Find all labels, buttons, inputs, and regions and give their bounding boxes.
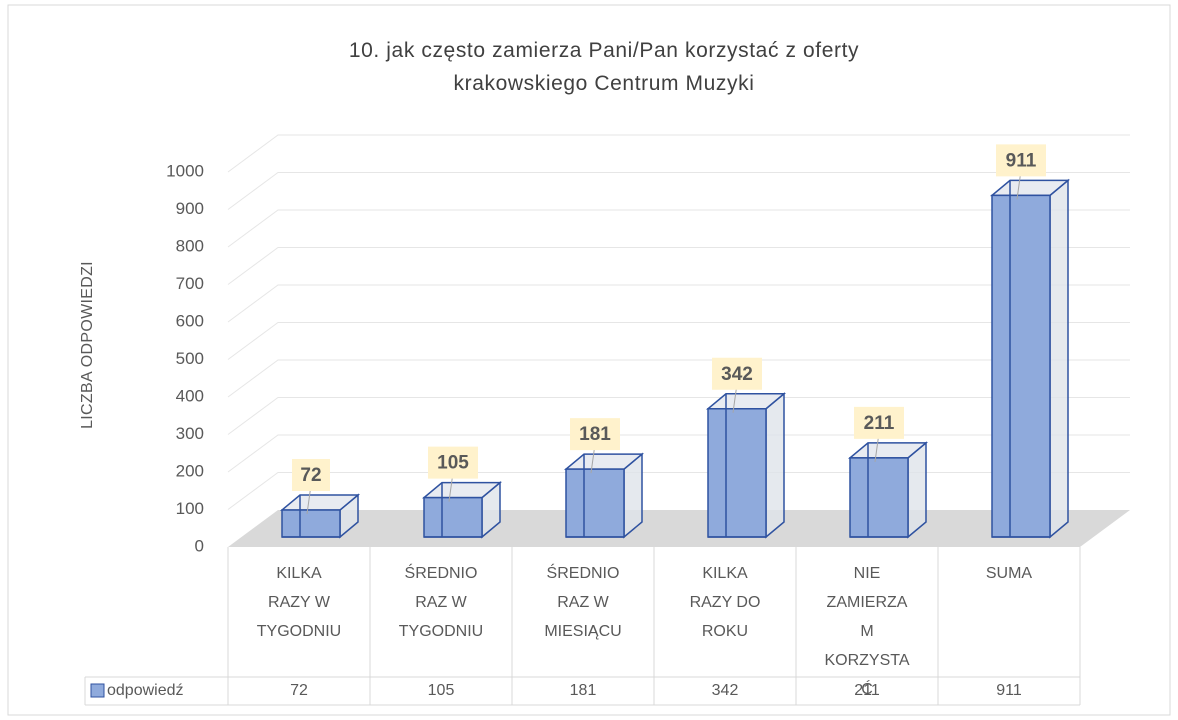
- y-tick-label: 0: [195, 536, 204, 555]
- chart-border: [7, 4, 1171, 716]
- y-tick-label: 600: [176, 311, 204, 330]
- bar-side: [907, 441, 927, 539]
- bar: [563, 452, 645, 539]
- table-value: 72: [290, 682, 308, 699]
- grid-line: [227, 322, 1130, 360]
- bar: [847, 441, 929, 539]
- grid-line: [227, 172, 1130, 210]
- bar-front: [707, 408, 767, 538]
- grid-line: [227, 434, 1130, 473]
- data-label: 181: [579, 424, 611, 445]
- legend-label: odpowiedź: [107, 682, 184, 699]
- table-value: 105: [427, 682, 455, 699]
- x-tick-label: ŚREDNIO RAZ W MIESIĄCU: [544, 565, 622, 640]
- bar: [279, 493, 361, 539]
- grid-line: [227, 247, 1130, 285]
- bar-side: [765, 392, 785, 539]
- x-tick-label: KILKA RAZY DO ROKU: [689, 565, 761, 640]
- data-label-box: [570, 418, 620, 451]
- x-tick-label: SUMA: [985, 565, 1033, 582]
- y-tick-label: 300: [176, 424, 204, 443]
- y-tick-label: 500: [176, 349, 204, 368]
- bar-front: [423, 496, 483, 538]
- legend-swatch: [90, 683, 105, 698]
- y-tick-label: 100: [176, 499, 204, 518]
- y-tick-label: 1000: [166, 161, 204, 180]
- grid-line: [227, 209, 1130, 248]
- y-tick-label: 200: [176, 461, 204, 480]
- bar-front: [991, 194, 1051, 538]
- table-value: 911: [996, 682, 1022, 699]
- bar-front: [281, 509, 341, 538]
- table-value: 181: [569, 682, 597, 699]
- bar-side: [1049, 178, 1069, 539]
- bar-front: [565, 468, 625, 538]
- grid-line: [227, 284, 1130, 323]
- grid-line: [227, 134, 1130, 173]
- y-tick-label: 800: [176, 236, 204, 255]
- data-label-box: [854, 406, 904, 439]
- bar: [989, 178, 1071, 539]
- y-tick-label: 900: [176, 199, 204, 218]
- data-label: 105: [437, 453, 469, 474]
- data-label: 342: [721, 364, 753, 385]
- x-tick-label: NIE ZAMIERZAM KORZYSTAĆ: [824, 565, 910, 698]
- bar: [421, 481, 503, 539]
- chart-title: 10. jak często zamierza Pani/Pan korzyst…: [348, 39, 860, 95]
- data-label: 72: [300, 465, 321, 486]
- table-value: 211: [854, 682, 880, 699]
- data-label-box: [428, 446, 478, 479]
- data-label-box: [712, 357, 762, 390]
- data-label: 211: [864, 413, 895, 434]
- data-label-box: [292, 459, 330, 491]
- bar-front: [849, 457, 909, 538]
- grid-line: [227, 359, 1130, 398]
- y-axis-title: LICZBA ODPOWIEDZI: [79, 261, 96, 429]
- y-tick-label: 400: [176, 386, 204, 405]
- data-label: 911: [1006, 150, 1037, 171]
- table-value: 342: [711, 682, 739, 699]
- bar: [705, 392, 787, 539]
- x-tick-label: ŚREDNIO RAZ W TYGODNIU: [398, 565, 484, 640]
- grid-line: [227, 472, 1130, 510]
- data-label-box: [996, 144, 1046, 177]
- grid-line: [227, 397, 1130, 435]
- x-tick-label: KILKA RAZY W TYGODNIU: [256, 565, 342, 640]
- y-tick-label: 700: [176, 274, 204, 293]
